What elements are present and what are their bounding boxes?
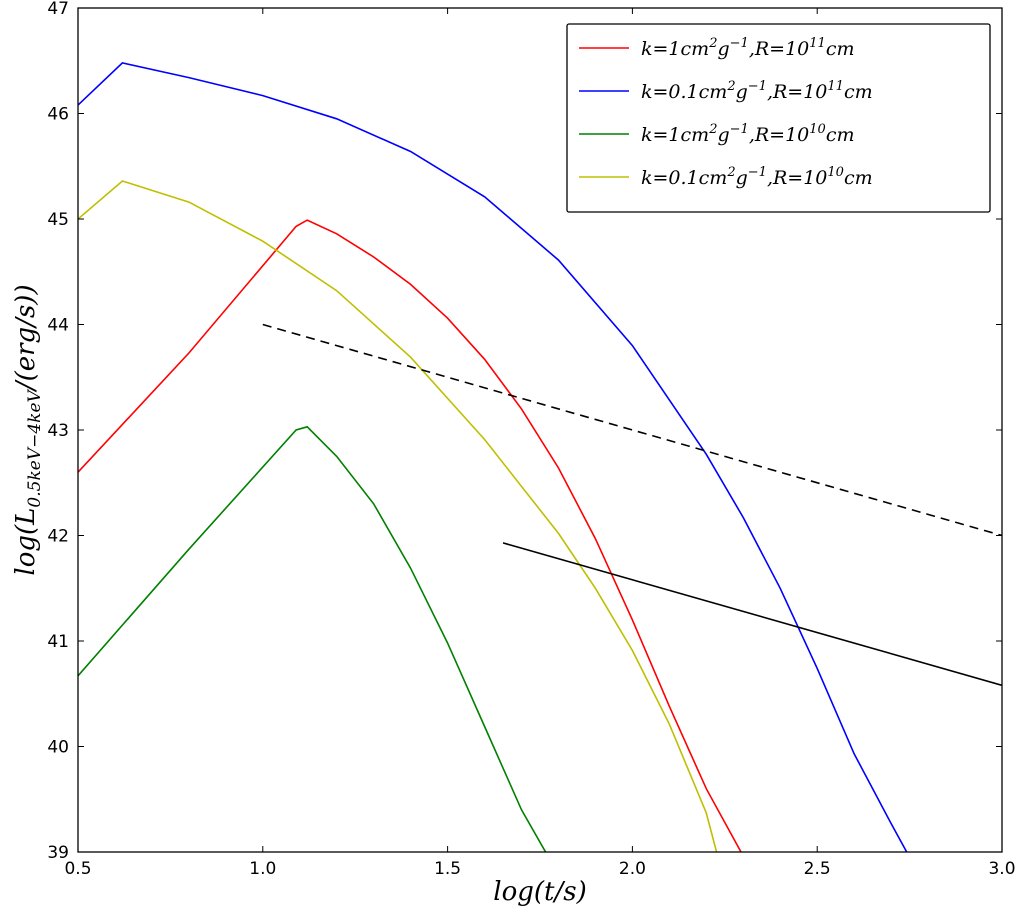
y-tick-label: 41 — [47, 632, 69, 652]
legend: k=1cm2g−1,R=1011cm k=0.1cm2g−1,R=1011cm k=… — [566, 23, 991, 213]
x-tick-label: 1.0 — [249, 859, 276, 879]
x-tick-label: 1.5 — [434, 859, 461, 879]
series-line-4 — [78, 180, 718, 852]
legend-box — [566, 23, 991, 213]
y-tick-label: 43 — [47, 421, 69, 441]
y-tick-label: 40 — [47, 738, 69, 758]
y-tick-label: 46 — [47, 105, 69, 125]
series-layer — [78, 62, 1002, 852]
y-axis-title: log(L0.5keV−4keV/(erg/s)) — [11, 284, 45, 575]
legend-label: k=0.1cm2g−1,R=1011cm — [641, 79, 873, 103]
y-tick-label: 47 — [47, 0, 69, 19]
y-tick-label: 45 — [47, 210, 69, 230]
y-tick-label: 42 — [47, 527, 69, 547]
x-tick-label: 2.0 — [619, 859, 646, 879]
series-line-5 — [262, 323, 1002, 537]
x-tick-label: 2.5 — [804, 859, 831, 879]
y-tick-label: 39 — [47, 843, 69, 863]
x-tick-label: 0.5 — [64, 859, 91, 879]
legend-label: k=1cm2g−1,R=1011cm — [641, 36, 854, 60]
series-line-3 — [78, 425, 547, 852]
x-axis-title: log(t/s) — [493, 877, 586, 907]
series-line-1 — [78, 219, 742, 852]
legend-label: k=0.1cm2g−1,R=1010cm — [641, 165, 873, 189]
series-line-6 — [502, 542, 1002, 687]
legend-label: k=1cm2g−1,R=1010cm — [641, 122, 854, 146]
y-tick-label: 44 — [47, 316, 69, 336]
x-tick-label: 3.0 — [988, 859, 1015, 879]
series-line-2 — [78, 62, 908, 852]
axis-ticks: 0.5 1.0 1.5 2.0 2.5 3.0 39 40 41 42 43 44 45 46 47 — [47, 0, 1015, 879]
